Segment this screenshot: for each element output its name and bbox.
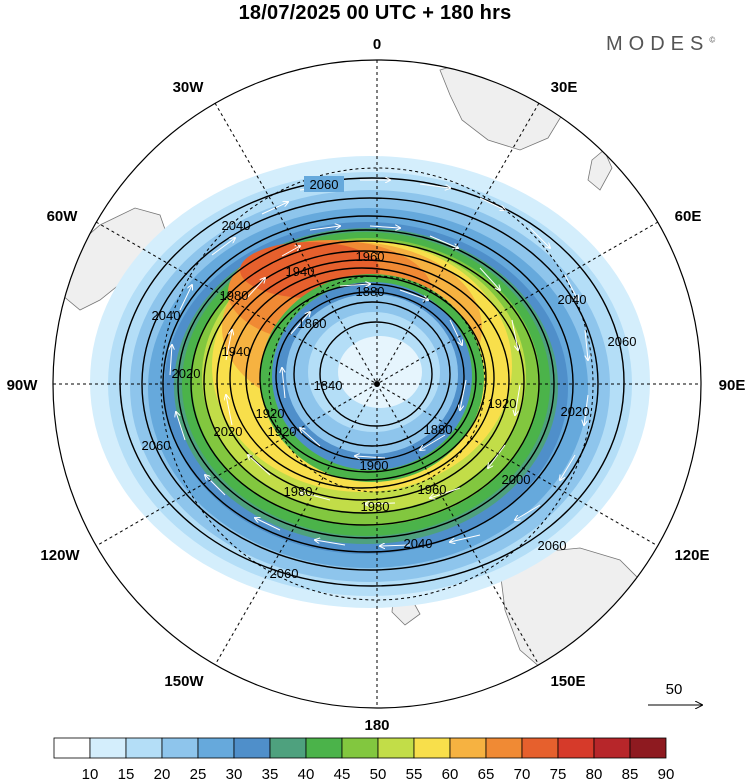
map-title: 18/07/2025 00 UTC + 180 hrs bbox=[238, 2, 512, 24]
colorbar-tick-label: 45 bbox=[334, 766, 351, 782]
contour-label: 2020 bbox=[172, 366, 201, 381]
contour-label: 1880 bbox=[424, 422, 453, 437]
colorbar-swatch bbox=[53, 737, 91, 759]
colorbar-swatch bbox=[125, 737, 163, 759]
contour-label: 2060 bbox=[310, 177, 339, 192]
colorbar-swatch bbox=[89, 737, 127, 759]
contour-label: 2040 bbox=[404, 536, 433, 551]
contour-label: 1960 bbox=[356, 249, 385, 264]
contour-label: 2040 bbox=[558, 292, 587, 307]
contour-label: 1980 bbox=[284, 484, 313, 499]
colorbar-swatch bbox=[305, 737, 343, 759]
contour-label: 1940 bbox=[222, 344, 251, 359]
contour-label: 1920 bbox=[488, 396, 517, 411]
colorbar-swatch bbox=[413, 737, 451, 759]
colorbar-tick-label: 30 bbox=[226, 766, 243, 782]
contour-label: 2020 bbox=[561, 404, 590, 419]
lon-label-150w: 150W bbox=[164, 673, 204, 690]
lon-label-30w: 30W bbox=[173, 79, 205, 96]
colorbar-tick-label: 85 bbox=[622, 766, 639, 782]
map-boundary bbox=[52, 59, 702, 709]
colorbar-swatch bbox=[449, 737, 487, 759]
contour-label: 1960 bbox=[418, 482, 447, 497]
colorbar-swatch bbox=[341, 737, 379, 759]
colorbar-tick-label: 25 bbox=[190, 766, 207, 782]
colorbar-tick-label: 15 bbox=[118, 766, 135, 782]
contour-label: 1920 bbox=[268, 424, 297, 439]
lon-label-120w: 120W bbox=[40, 547, 80, 564]
colorbar-tick-label: 35 bbox=[262, 766, 279, 782]
contour-label: 1920 bbox=[256, 406, 285, 421]
contour-label: 1980 bbox=[220, 288, 249, 303]
lon-label-30e: 30E bbox=[551, 79, 578, 96]
lon-label-0: 0 bbox=[373, 36, 381, 53]
colorbar-swatch bbox=[485, 737, 523, 759]
contour-label: 2020 bbox=[214, 424, 243, 439]
lon-label-120e: 120E bbox=[674, 547, 709, 564]
colorbar-swatch bbox=[593, 737, 631, 759]
contour-label: 2060 bbox=[608, 334, 637, 349]
colorbar-swatch bbox=[233, 737, 271, 759]
lon-label-90e: 90E bbox=[719, 377, 746, 394]
colorbar-swatch bbox=[377, 737, 415, 759]
colorbar-tick-label: 55 bbox=[406, 766, 423, 782]
contour-label: 1940 bbox=[286, 264, 315, 279]
lon-label-90w: 90W bbox=[7, 377, 39, 394]
colorbar: 10 15 20 25 30 35 40 45 50 55 60 65 70 75 80 85 90 bbox=[53, 737, 675, 782]
colorbar-tick-label: 65 bbox=[478, 766, 495, 782]
contour-label: 2060 bbox=[538, 538, 567, 553]
colorbar-swatch bbox=[629, 737, 667, 759]
colorbar-tick-label: 60 bbox=[442, 766, 459, 782]
colorbar-swatch bbox=[161, 737, 199, 759]
contour-label: 1900 bbox=[360, 458, 389, 473]
contour-label: 2000 bbox=[502, 472, 531, 487]
longitude-labels: 0 30E 60E 90E 120E 150E 180 150W 120W 90… bbox=[7, 36, 746, 734]
contour-label: 1860 bbox=[298, 316, 327, 331]
contour-label: 1880 bbox=[356, 284, 385, 299]
africa-land bbox=[439, 60, 566, 151]
lon-label-60e: 60E bbox=[675, 208, 702, 225]
south-pole-marker bbox=[374, 381, 380, 387]
modes-logo: MODES© bbox=[606, 33, 716, 55]
contour-label: 1980 bbox=[361, 499, 390, 514]
contour-label: 1840 bbox=[314, 378, 343, 393]
wind-vectors bbox=[170, 180, 588, 546]
colorbar-tick-label: 40 bbox=[298, 766, 315, 782]
colorbar-tick-label: 80 bbox=[586, 766, 603, 782]
contour-label: 2040 bbox=[152, 308, 181, 323]
colorbar-swatch bbox=[521, 737, 559, 759]
contour-label: 2060 bbox=[142, 438, 171, 453]
svg-text:50: 50 bbox=[666, 681, 683, 698]
contour-label-group: 2060 2040 1960 1940 1980 1880 2040 1860 … bbox=[142, 176, 637, 581]
colorbar-tick-label: 70 bbox=[514, 766, 531, 782]
lon-label-150e: 150E bbox=[550, 673, 585, 690]
colorbar-tick-label: 50 bbox=[370, 766, 387, 782]
colorbar-swatch bbox=[269, 737, 307, 759]
colorbar-tick-label: 90 bbox=[658, 766, 675, 782]
colorbar-tick-label: 75 bbox=[550, 766, 567, 782]
colorbar-tick-label: 10 bbox=[82, 766, 99, 782]
lon-label-60w: 60W bbox=[47, 208, 79, 225]
contour-label: 2060 bbox=[270, 566, 299, 581]
reference-vector: 50 bbox=[648, 681, 702, 705]
colorbar-swatch bbox=[557, 737, 595, 759]
lon-label-180: 180 bbox=[364, 717, 389, 734]
madagascar-land bbox=[587, 149, 613, 191]
colorbar-swatch bbox=[197, 737, 235, 759]
contour-label: 2040 bbox=[222, 218, 251, 233]
colorbar-tick-label: 20 bbox=[154, 766, 171, 782]
